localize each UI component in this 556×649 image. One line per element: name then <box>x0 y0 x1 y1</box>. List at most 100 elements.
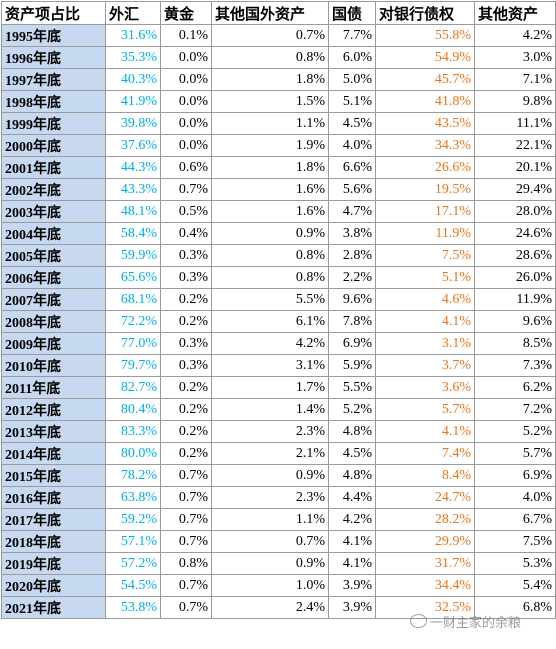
value-cell: 0.8% <box>211 46 329 69</box>
value-cell: 41.9% <box>105 90 161 113</box>
value-cell: 4.1% <box>328 530 376 553</box>
year-cell: 2011年底 <box>1 376 106 399</box>
value-cell: 4.7% <box>328 200 376 223</box>
year-cell: 2014年底 <box>1 442 106 465</box>
value-cell: 2.3% <box>211 486 329 509</box>
value-cell: 77.0% <box>105 332 161 355</box>
value-cell: 1.1% <box>211 112 329 135</box>
year-cell: 2017年底 <box>1 508 106 531</box>
value-cell: 3.6% <box>375 376 475 399</box>
value-cell: 79.7% <box>105 354 161 377</box>
table-row: 2005年底 59.9% 0.3% 0.8% 2.8% 7.5% 28.6% <box>1 244 556 267</box>
value-cell: 1.9% <box>211 134 329 157</box>
value-cell: 0.2% <box>160 310 212 333</box>
value-cell: 4.6% <box>375 288 475 311</box>
header-row: 资产项占比 外汇 黄金 其他国外资产 国债 对银行债权 其他资产 <box>1 1 556 25</box>
value-cell: 5.0% <box>328 68 376 91</box>
value-cell: 31.7% <box>375 552 475 575</box>
header-cell: 对银行债权 <box>375 1 475 25</box>
value-cell: 0.8% <box>160 552 212 575</box>
value-cell: 4.0% <box>474 486 556 509</box>
value-cell: 3.8% <box>328 222 376 245</box>
year-cell: 2016年底 <box>1 486 106 509</box>
value-cell: 1.6% <box>211 200 329 223</box>
value-cell: 4.1% <box>328 552 376 575</box>
value-cell: 7.1% <box>474 68 556 91</box>
year-cell: 2015年底 <box>1 464 106 487</box>
value-cell: 1.4% <box>211 398 329 421</box>
value-cell: 0.7% <box>160 464 212 487</box>
value-cell: 58.4% <box>105 222 161 245</box>
value-cell: 3.9% <box>328 574 376 597</box>
table-row: 2019年底 57.2% 0.8% 0.9% 4.1% 31.7% 5.3% <box>1 552 556 575</box>
table-row: 2016年底 63.8% 0.7% 2.3% 4.4% 24.7% 4.0% <box>1 486 556 509</box>
value-cell: 9.6% <box>328 288 376 311</box>
value-cell: 4.1% <box>375 310 475 333</box>
value-cell: 44.3% <box>105 156 161 179</box>
value-cell: 6.9% <box>474 464 556 487</box>
value-cell: 0.9% <box>211 464 329 487</box>
value-cell: 3.0% <box>474 46 556 69</box>
value-cell: 57.1% <box>105 530 161 553</box>
value-cell: 1.8% <box>211 68 329 91</box>
table-row: 2006年底 65.6% 0.3% 0.8% 2.2% 5.1% 26.0% <box>1 266 556 289</box>
value-cell: 3.9% <box>328 596 376 619</box>
value-cell: 54.5% <box>105 574 161 597</box>
value-cell: 1.1% <box>211 508 329 531</box>
value-cell: 0.2% <box>160 376 212 399</box>
value-cell: 4.2% <box>211 332 329 355</box>
year-cell: 1996年底 <box>1 46 106 69</box>
value-cell: 0.2% <box>160 398 212 421</box>
value-cell: 43.3% <box>105 178 161 201</box>
year-cell: 2013年底 <box>1 420 106 443</box>
year-cell: 1997年底 <box>1 68 106 91</box>
value-cell: 0.0% <box>160 112 212 135</box>
value-cell: 6.7% <box>474 508 556 531</box>
value-cell: 0.2% <box>160 420 212 443</box>
value-cell: 0.7% <box>211 24 329 47</box>
value-cell: 22.1% <box>474 134 556 157</box>
table-row: 2008年底 72.2% 0.2% 6.1% 7.8% 4.1% 9.6% <box>1 310 556 333</box>
value-cell: 7.3% <box>474 354 556 377</box>
value-cell: 2.2% <box>328 266 376 289</box>
value-cell: 0.4% <box>160 222 212 245</box>
year-cell: 2021年底 <box>1 596 106 619</box>
value-cell: 4.8% <box>328 464 376 487</box>
year-cell: 2008年底 <box>1 310 106 333</box>
value-cell: 4.5% <box>328 112 376 135</box>
value-cell: 29.9% <box>375 530 475 553</box>
value-cell: 0.9% <box>211 222 329 245</box>
value-cell: 4.2% <box>474 24 556 47</box>
table-row: 2014年底 80.0% 0.2% 2.1% 4.5% 7.4% 5.7% <box>1 442 556 465</box>
table-row: 1997年底 40.3% 0.0% 1.8% 5.0% 45.7% 7.1% <box>1 68 556 91</box>
table-row: 2002年底 43.3% 0.7% 1.6% 5.6% 19.5% 29.4% <box>1 178 556 201</box>
value-cell: 41.8% <box>375 90 475 113</box>
value-cell: 28.0% <box>474 200 556 223</box>
value-cell: 68.1% <box>105 288 161 311</box>
value-cell: 78.2% <box>105 464 161 487</box>
value-cell: 6.8% <box>474 596 556 619</box>
header-cell: 资产项占比 <box>1 1 106 25</box>
value-cell: 3.1% <box>211 354 329 377</box>
table-row: 2018年底 57.1% 0.7% 0.7% 4.1% 29.9% 7.5% <box>1 530 556 553</box>
value-cell: 4.0% <box>328 134 376 157</box>
table-row: 2004年底 58.4% 0.4% 0.9% 3.8% 11.9% 24.6% <box>1 222 556 245</box>
value-cell: 57.2% <box>105 552 161 575</box>
value-cell: 3.1% <box>375 332 475 355</box>
year-cell: 2019年底 <box>1 552 106 575</box>
value-cell: 7.8% <box>328 310 376 333</box>
value-cell: 59.9% <box>105 244 161 267</box>
value-cell: 40.3% <box>105 68 161 91</box>
value-cell: 80.0% <box>105 442 161 465</box>
year-cell: 2006年底 <box>1 266 106 289</box>
table-row: 2003年底 48.1% 0.5% 1.6% 4.7% 17.1% 28.0% <box>1 200 556 223</box>
value-cell: 11.9% <box>375 222 475 245</box>
value-cell: 8.5% <box>474 332 556 355</box>
value-cell: 5.5% <box>211 288 329 311</box>
table-row: 2009年底 77.0% 0.3% 4.2% 6.9% 3.1% 8.5% <box>1 332 556 355</box>
year-cell: 2018年底 <box>1 530 106 553</box>
value-cell: 0.3% <box>160 354 212 377</box>
value-cell: 72.2% <box>105 310 161 333</box>
value-cell: 7.5% <box>474 530 556 553</box>
